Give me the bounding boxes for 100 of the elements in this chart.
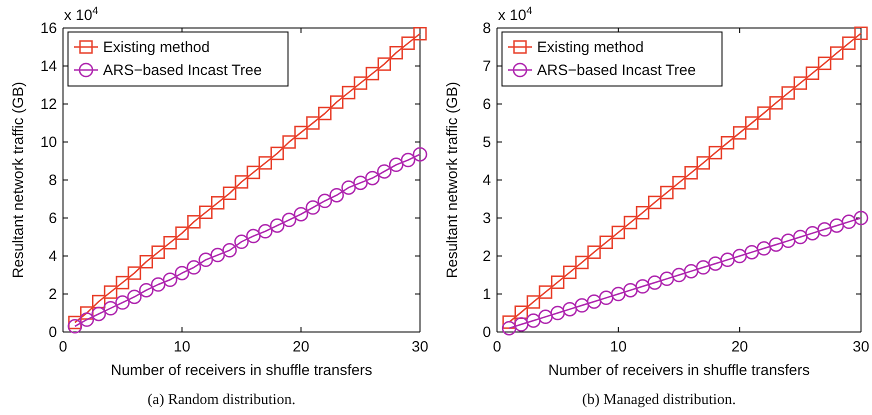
point xyxy=(365,170,380,186)
x-tick-label: 30 xyxy=(412,338,428,356)
point xyxy=(794,76,808,90)
point xyxy=(210,248,225,262)
y-tick-label: 2 xyxy=(48,286,57,303)
point xyxy=(732,126,746,140)
point xyxy=(163,236,177,250)
point xyxy=(210,196,224,210)
x-tick-label: 20 xyxy=(292,338,310,356)
point xyxy=(817,222,832,237)
point xyxy=(234,234,249,249)
point xyxy=(793,230,808,244)
point xyxy=(139,282,154,298)
legend-label: ARS−based Incast Tree xyxy=(103,62,262,79)
point xyxy=(389,46,403,60)
legend-label: Existing method xyxy=(537,39,644,56)
y-tick-label: 12 xyxy=(40,96,57,113)
point xyxy=(563,266,577,280)
point xyxy=(781,86,795,100)
y-tick-label: 16 xyxy=(40,20,57,37)
point xyxy=(538,285,552,299)
point xyxy=(780,234,796,248)
point xyxy=(623,282,638,298)
point xyxy=(330,95,344,109)
point xyxy=(187,215,201,229)
y-tick-label: 4 xyxy=(482,172,491,189)
point xyxy=(104,285,118,299)
point xyxy=(378,57,392,71)
legend-label: Existing method xyxy=(103,39,210,56)
point xyxy=(550,275,564,289)
y-tick-label: 0 xyxy=(482,324,491,341)
point xyxy=(502,315,516,329)
point xyxy=(68,316,82,330)
y-tick-label: 14 xyxy=(40,58,57,75)
point xyxy=(246,228,261,244)
point xyxy=(745,116,759,130)
x-tick-label: 20 xyxy=(731,338,748,356)
point xyxy=(270,218,284,233)
y-axis-title: Resultant network traffic (GB) xyxy=(444,82,461,278)
point xyxy=(538,310,553,324)
point xyxy=(150,277,166,292)
point xyxy=(388,158,404,172)
point xyxy=(708,256,723,271)
point xyxy=(805,226,820,240)
y-tick-label: 6 xyxy=(48,210,57,227)
point xyxy=(68,319,82,334)
point xyxy=(306,116,320,130)
x-tick-label: 10 xyxy=(174,338,190,356)
point xyxy=(282,212,296,228)
y-tick-label: 3 xyxy=(482,210,491,227)
text: x 10$^{4}$ xyxy=(64,5,98,24)
point xyxy=(258,156,272,170)
point xyxy=(103,301,118,316)
point xyxy=(684,264,698,278)
point xyxy=(514,305,528,319)
point xyxy=(92,294,106,308)
x-axis-title: Number of receivers in shuffle transfers xyxy=(110,362,372,379)
point xyxy=(294,206,308,222)
point xyxy=(127,290,142,304)
x-axis-title: Number of receivers in shuffle transfers xyxy=(548,362,810,379)
point xyxy=(234,175,248,189)
point xyxy=(696,260,711,275)
point xyxy=(514,317,529,332)
point xyxy=(377,164,392,179)
point xyxy=(354,76,368,90)
point xyxy=(830,46,844,60)
point xyxy=(258,224,273,239)
point xyxy=(306,200,320,215)
point xyxy=(366,66,380,80)
point xyxy=(756,241,772,256)
point xyxy=(757,106,771,120)
point xyxy=(294,126,308,140)
x-tick-label: 10 xyxy=(610,338,627,356)
point xyxy=(116,276,130,290)
y-tick-label: 7 xyxy=(482,58,491,75)
point xyxy=(647,275,662,290)
point xyxy=(611,286,626,302)
y-axis-title: Resultant network traffic (GB) xyxy=(10,82,27,278)
point xyxy=(502,320,516,336)
point xyxy=(842,214,856,230)
point xyxy=(818,56,832,70)
point xyxy=(660,272,674,286)
point xyxy=(400,152,416,168)
point xyxy=(151,245,165,259)
point xyxy=(222,186,236,200)
y-tick-label: 5 xyxy=(482,134,491,151)
y-tick-label: 1 xyxy=(482,286,491,303)
point xyxy=(842,36,856,50)
point xyxy=(115,295,130,310)
text: (a) Random distribution. xyxy=(148,392,296,408)
point xyxy=(708,146,722,160)
point xyxy=(648,196,662,210)
point xyxy=(80,306,94,320)
point xyxy=(612,226,626,240)
y-tick-label: 2 xyxy=(482,248,491,265)
y-tick-label: 8 xyxy=(48,172,57,189)
text: (b) Managed distribution. xyxy=(582,392,736,408)
point xyxy=(599,236,613,250)
y-tick-label: 0 xyxy=(48,324,57,341)
point xyxy=(672,176,686,190)
